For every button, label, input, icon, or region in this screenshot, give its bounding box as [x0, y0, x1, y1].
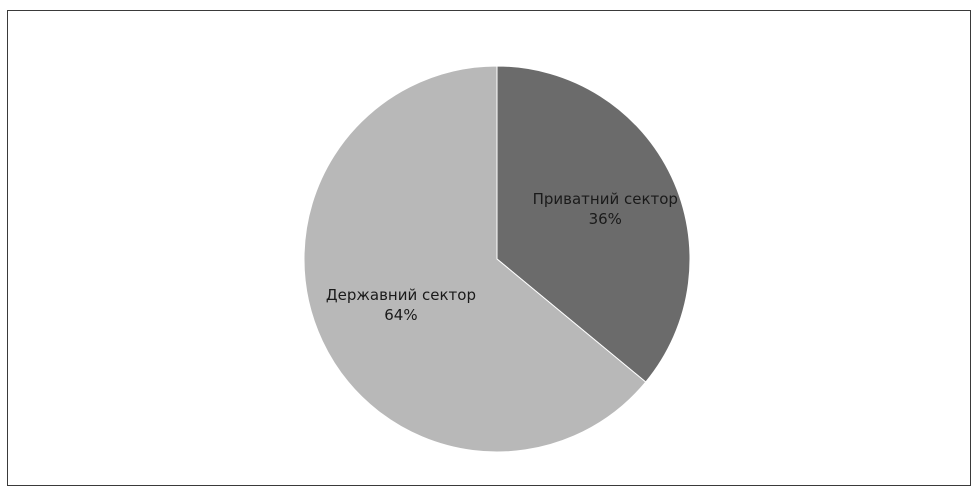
slice-label-1: Приватний сектор: [533, 190, 678, 208]
pie-slice-1: [496, 65, 691, 383]
slice-value-label-2: 64%: [384, 306, 417, 324]
chart-frame: Приватний сектор 36% Державний сектор 64%: [7, 10, 971, 486]
pie-slice-2: [303, 65, 647, 453]
pie-chart: Приватний сектор 36% Державний сектор 64%: [303, 65, 691, 453]
slice-value-label-1: 36%: [589, 210, 622, 228]
slice-label-2: Державний сектор: [326, 286, 476, 304]
pie-labels: Приватний сектор 36% Державний сектор 64%: [326, 190, 678, 324]
pie-slices: [303, 65, 691, 453]
